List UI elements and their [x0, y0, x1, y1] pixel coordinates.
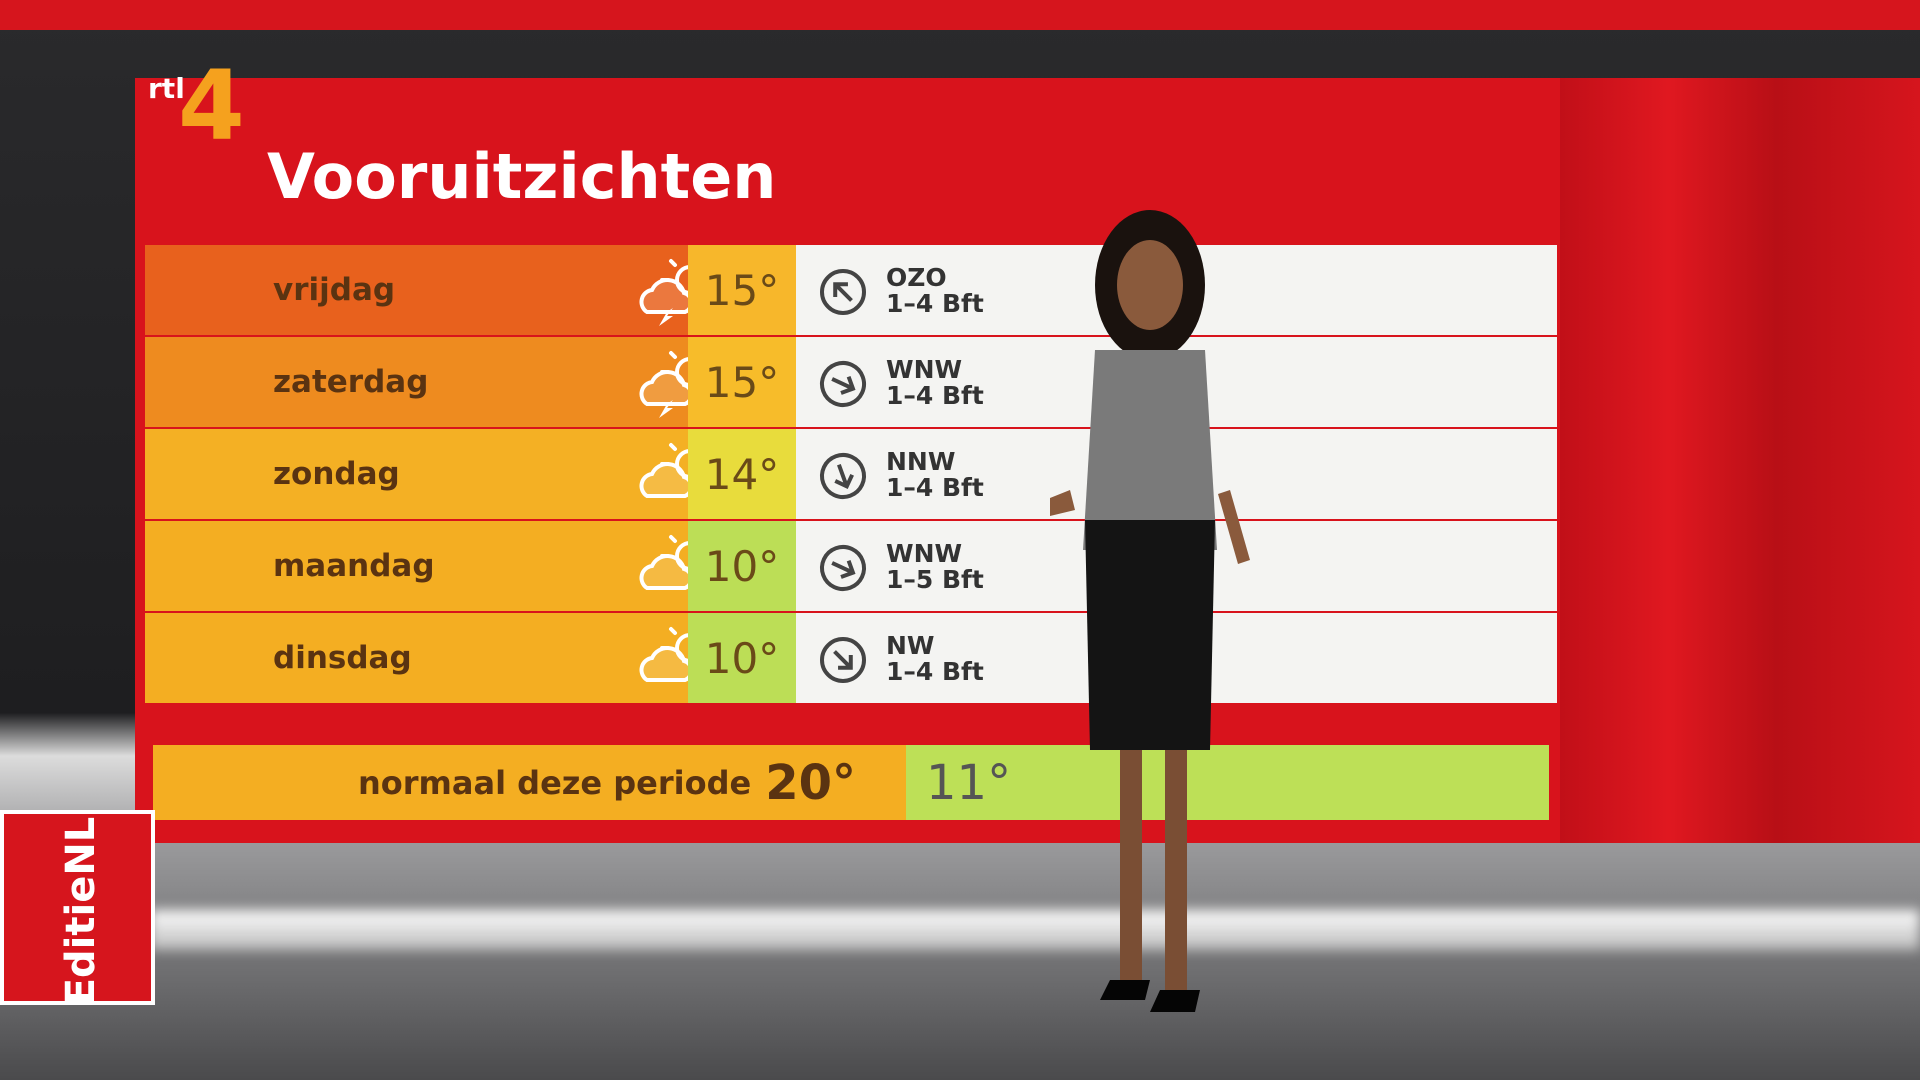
channel-badge-text: EditieNL	[58, 816, 104, 1006]
min-temp: 14°	[704, 449, 780, 499]
wind-arrow	[818, 359, 868, 409]
min-temp-cell: 14°	[688, 429, 796, 519]
wind-text: NNW 1–4 Bft	[886, 449, 984, 501]
min-temp-cell: 15°	[688, 245, 796, 335]
forecast-row: dinsdag19°10°NW1–4 Bft	[145, 613, 1557, 703]
wind-direction: OZO	[886, 263, 947, 292]
day-cell: zondag	[145, 429, 690, 519]
wind-direction: WNW	[886, 539, 963, 568]
wind-arrow	[818, 451, 868, 501]
wind-direction: NW	[886, 631, 935, 660]
day-name: dinsdag	[273, 640, 412, 676]
wind-text: OZO 1–4 Bft	[886, 265, 984, 317]
title: Vooruitzichten	[267, 140, 777, 213]
wind-arrow	[818, 543, 868, 593]
wind-arrow	[818, 267, 868, 317]
floor-light	[150, 910, 1920, 950]
day-cell: zaterdag	[145, 337, 690, 427]
presenter	[1050, 210, 1250, 1012]
day-name: zondag	[273, 456, 400, 492]
day-name: zaterdag	[273, 364, 429, 400]
min-temp-cell: 15°	[688, 337, 796, 427]
min-temp: 15°	[704, 265, 780, 315]
day-name: maandag	[273, 548, 435, 584]
screen-curtain	[1560, 78, 1920, 843]
studio-wall	[0, 0, 1920, 30]
normal-max-cell: normaal deze periode 20°	[153, 745, 906, 820]
wind-arrow	[818, 635, 868, 685]
normal-label: normaal deze periode	[357, 763, 752, 802]
logo-prefix: rtl	[148, 72, 185, 105]
wind-force: 1–4 Bft	[886, 289, 984, 318]
wind-direction: NNW	[886, 447, 956, 476]
day-cell: maandag	[145, 521, 690, 611]
channel-badge: EditieNL	[0, 810, 155, 1005]
day-cell: dinsdag	[145, 613, 690, 703]
wind-force: 1–4 Bft	[886, 381, 984, 410]
normal-min-cell: 11°	[906, 745, 1549, 820]
min-temp-cell: 10°	[688, 521, 796, 611]
logo-number: 4	[178, 50, 245, 162]
min-temp-cell: 10°	[688, 613, 796, 703]
min-temp: 10°	[704, 633, 780, 683]
wind-direction: WNW	[886, 355, 963, 384]
wind-force: 1–4 Bft	[886, 657, 984, 686]
wind-text: WNW 1–5 Bft	[886, 541, 984, 593]
day-name: vrijdag	[273, 272, 396, 308]
wind-force: 1–5 Bft	[886, 565, 984, 594]
min-temp: 10°	[704, 541, 780, 591]
normal-min: 11°	[926, 754, 1012, 811]
normal-max: 20°	[765, 754, 856, 811]
wind-force: 1–4 Bft	[886, 473, 984, 502]
wind-text: NW 1–4 Bft	[886, 633, 984, 685]
wind-text: WNW 1–4 Bft	[886, 357, 984, 409]
min-temp: 15°	[704, 357, 780, 407]
day-cell: vrijdag	[145, 245, 690, 335]
